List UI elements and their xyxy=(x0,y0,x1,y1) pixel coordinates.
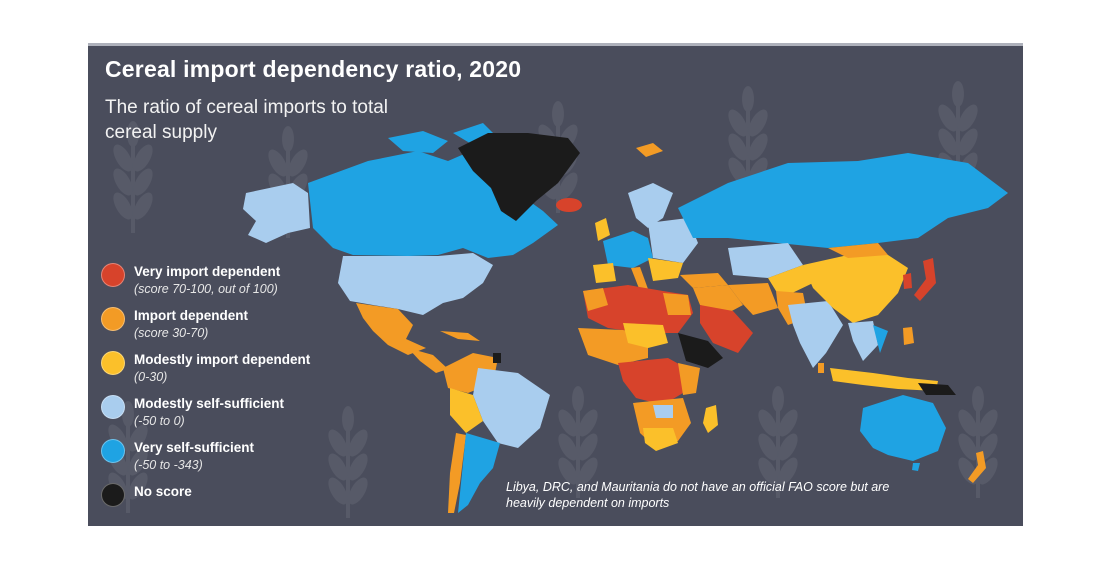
map-panel: Cereal import dependency ratio, 2020 The… xyxy=(88,43,1023,526)
legend-swatch xyxy=(101,307,125,331)
region-brazil xyxy=(473,368,550,448)
region-peru xyxy=(450,388,483,433)
region-iceland xyxy=(556,198,582,212)
legend-label: Very self-sufficient xyxy=(134,440,255,455)
world-map xyxy=(243,123,1008,513)
region-japan xyxy=(914,258,936,301)
legend-label: Very import dependent xyxy=(134,264,281,279)
region-philippines xyxy=(903,327,914,345)
legend-item-very-self-sufficient: Very self-sufficient (-50 to -343) xyxy=(101,439,381,483)
region-vietnam xyxy=(873,325,888,353)
legend-range: (score 70-100, out of 100) xyxy=(134,282,278,296)
region-sri-lanka xyxy=(818,363,824,373)
region-india xyxy=(788,301,843,368)
legend-item-modestly-self-sufficient: Modestly self-sufficient (-50 to 0) xyxy=(101,395,381,439)
region-madagascar xyxy=(703,405,718,433)
region-spain xyxy=(593,263,616,283)
region-guiana xyxy=(493,353,501,363)
region-korea xyxy=(903,273,912,289)
region-australia xyxy=(860,395,946,461)
map-subtitle: The ratio of cereal imports to total cer… xyxy=(105,97,389,143)
legend-label: Modestly self-sufficient xyxy=(134,396,285,411)
legend-swatch xyxy=(101,439,125,463)
legend-swatch xyxy=(101,395,125,419)
region-italy xyxy=(631,267,648,291)
region-alaska xyxy=(243,183,310,243)
region-western-europe xyxy=(603,231,653,268)
region-uk xyxy=(595,218,610,241)
region-central-america xyxy=(408,348,448,373)
region-new-zealand xyxy=(968,451,986,483)
legend: Very import dependent (score 70-100, out… xyxy=(101,263,381,526)
panel-top-border xyxy=(88,43,1023,46)
legend-item-no-score: No score xyxy=(101,483,381,526)
region-arabia xyxy=(700,305,753,353)
region-egypt xyxy=(663,293,691,315)
region-horn-of-africa xyxy=(678,333,723,368)
legend-label: Modestly import dependent xyxy=(134,352,311,367)
region-central-africa xyxy=(618,358,686,405)
legend-item-import-dependent: Import dependent (score 30-70) xyxy=(101,307,381,351)
region-eastern-europe xyxy=(648,218,698,263)
legend-label: No score xyxy=(134,484,192,499)
region-papua xyxy=(918,383,956,395)
footnote: Libya, DRC, and Mauritania do not have a… xyxy=(506,480,890,510)
region-morocco xyxy=(583,288,608,311)
region-chile xyxy=(448,433,466,513)
region-south-africa xyxy=(643,428,678,451)
region-mongolia xyxy=(828,243,888,258)
region-tasmania xyxy=(912,463,920,471)
region-usa xyxy=(338,253,493,315)
region-sahel xyxy=(623,323,668,348)
legend-item-very-import-dependent: Very import dependent (score 70-100, out… xyxy=(101,263,381,307)
region-balkans xyxy=(648,258,683,281)
region-argentina xyxy=(458,433,500,513)
legend-swatch xyxy=(101,483,125,507)
legend-range: (0-30) xyxy=(134,370,168,384)
legend-swatch xyxy=(101,351,125,375)
region-mexico xyxy=(356,303,426,355)
region-greenland xyxy=(458,133,580,221)
region-canada-islands xyxy=(388,123,498,153)
region-zambia xyxy=(653,405,673,418)
region-indonesia xyxy=(830,368,938,391)
legend-swatch xyxy=(101,263,125,287)
region-southeast-asia xyxy=(848,321,878,361)
legend-item-modestly-import-dependent: Modestly import dependent (0-30) xyxy=(101,351,381,395)
region-turkey xyxy=(680,273,728,288)
region-china xyxy=(803,255,908,323)
region-caribbean xyxy=(440,331,480,341)
legend-label: Import dependent xyxy=(134,308,248,323)
region-iran xyxy=(728,283,778,315)
region-central-asia xyxy=(768,265,813,295)
region-kazakhstan xyxy=(728,243,803,278)
legend-range: (score 30-70) xyxy=(134,326,209,340)
legend-range: (-50 to -343) xyxy=(134,458,203,472)
region-east-africa xyxy=(678,363,700,395)
region-svalbard xyxy=(636,143,663,157)
region-scandinavia xyxy=(628,183,673,228)
legend-range: (-50 to 0) xyxy=(134,414,185,428)
map-title: Cereal import dependency ratio, 2020 xyxy=(105,56,522,82)
region-russia xyxy=(678,153,1008,248)
